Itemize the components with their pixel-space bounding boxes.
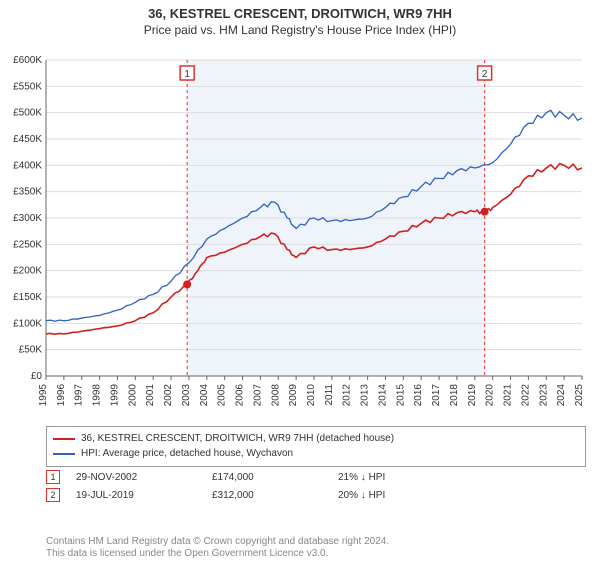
footer: Contains HM Land Registry data © Crown c… — [46, 536, 586, 560]
svg-text:£600K: £600K — [13, 55, 42, 66]
svg-text:£50K: £50K — [19, 345, 43, 356]
svg-text:£0: £0 — [31, 371, 43, 382]
svg-text:2019: 2019 — [467, 384, 478, 407]
page-title: 36, KESTREL CRESCENT, DROITWICH, WR9 7HH — [0, 6, 600, 21]
svg-text:1996: 1996 — [56, 384, 67, 407]
svg-text:2014: 2014 — [377, 384, 388, 407]
marker-box-1: 1 — [46, 470, 60, 484]
svg-text:2012: 2012 — [342, 384, 353, 407]
svg-text:2007: 2007 — [252, 384, 263, 407]
sales-table: 1 29-NOV-2002 £174,000 21% ↓ HPI 2 19-JU… — [46, 466, 586, 506]
sale-price: £312,000 — [212, 490, 322, 501]
svg-text:£150K: £150K — [13, 292, 42, 303]
svg-text:£550K: £550K — [13, 81, 42, 92]
legend-label-2: HPI: Average price, detached house, Wych… — [81, 447, 293, 461]
svg-text:2005: 2005 — [217, 384, 228, 407]
svg-text:2004: 2004 — [199, 384, 210, 407]
svg-text:2001: 2001 — [145, 384, 156, 407]
legend-swatch-1 — [53, 438, 75, 440]
svg-text:2017: 2017 — [431, 384, 442, 407]
legend-label-1: 36, KESTREL CRESCENT, DROITWICH, WR9 7HH… — [81, 432, 394, 446]
table-row: 1 29-NOV-2002 £174,000 21% ↓ HPI — [46, 470, 586, 484]
svg-text:£400K: £400K — [13, 160, 42, 171]
legend: 36, KESTREL CRESCENT, DROITWICH, WR9 7HH… — [46, 426, 586, 467]
sale-vs-hpi: 20% ↓ HPI — [338, 490, 438, 501]
svg-text:2023: 2023 — [538, 384, 549, 407]
svg-text:2009: 2009 — [288, 384, 299, 407]
sale-price: £174,000 — [212, 472, 322, 483]
sale-date: 29-NOV-2002 — [76, 472, 196, 483]
price-chart: £0£50K£100K£150K£200K£250K£300K£350K£400… — [46, 56, 586, 416]
marker-box-2: 2 — [46, 488, 60, 502]
svg-text:£350K: £350K — [13, 187, 42, 198]
svg-text:1: 1 — [184, 69, 190, 80]
svg-text:1997: 1997 — [74, 384, 85, 407]
svg-text:2016: 2016 — [413, 384, 424, 407]
svg-text:1998: 1998 — [92, 384, 103, 407]
sale-date: 19-JUL-2019 — [76, 490, 196, 501]
svg-text:2015: 2015 — [395, 384, 406, 407]
svg-text:£250K: £250K — [13, 239, 42, 250]
legend-swatch-2 — [53, 453, 75, 455]
page-subtitle: Price paid vs. HM Land Registry's House … — [0, 23, 600, 37]
svg-text:2018: 2018 — [449, 384, 460, 407]
footer-line-2: This data is licensed under the Open Gov… — [46, 548, 586, 560]
svg-text:2008: 2008 — [270, 384, 281, 407]
svg-text:1999: 1999 — [109, 384, 120, 407]
svg-text:2021: 2021 — [503, 384, 514, 407]
svg-text:2025: 2025 — [574, 384, 585, 407]
svg-text:£100K: £100K — [13, 318, 42, 329]
svg-text:2003: 2003 — [181, 384, 192, 407]
svg-text:2006: 2006 — [235, 384, 246, 407]
svg-text:2022: 2022 — [520, 384, 531, 407]
svg-text:2020: 2020 — [485, 384, 496, 407]
svg-text:£500K: £500K — [13, 108, 42, 119]
svg-text:2024: 2024 — [556, 384, 567, 407]
svg-text:£200K: £200K — [13, 266, 42, 277]
svg-text:2010: 2010 — [306, 384, 317, 407]
svg-text:2: 2 — [482, 69, 488, 80]
svg-text:£450K: £450K — [13, 134, 42, 145]
svg-text:2002: 2002 — [163, 384, 174, 407]
table-row: 2 19-JUL-2019 £312,000 20% ↓ HPI — [46, 488, 586, 502]
svg-text:1995: 1995 — [38, 384, 49, 407]
svg-text:2011: 2011 — [324, 384, 335, 406]
svg-text:2013: 2013 — [360, 384, 371, 407]
footer-line-1: Contains HM Land Registry data © Crown c… — [46, 536, 586, 548]
sale-vs-hpi: 21% ↓ HPI — [338, 472, 438, 483]
svg-text:2000: 2000 — [127, 384, 138, 407]
svg-text:£300K: £300K — [13, 213, 42, 224]
